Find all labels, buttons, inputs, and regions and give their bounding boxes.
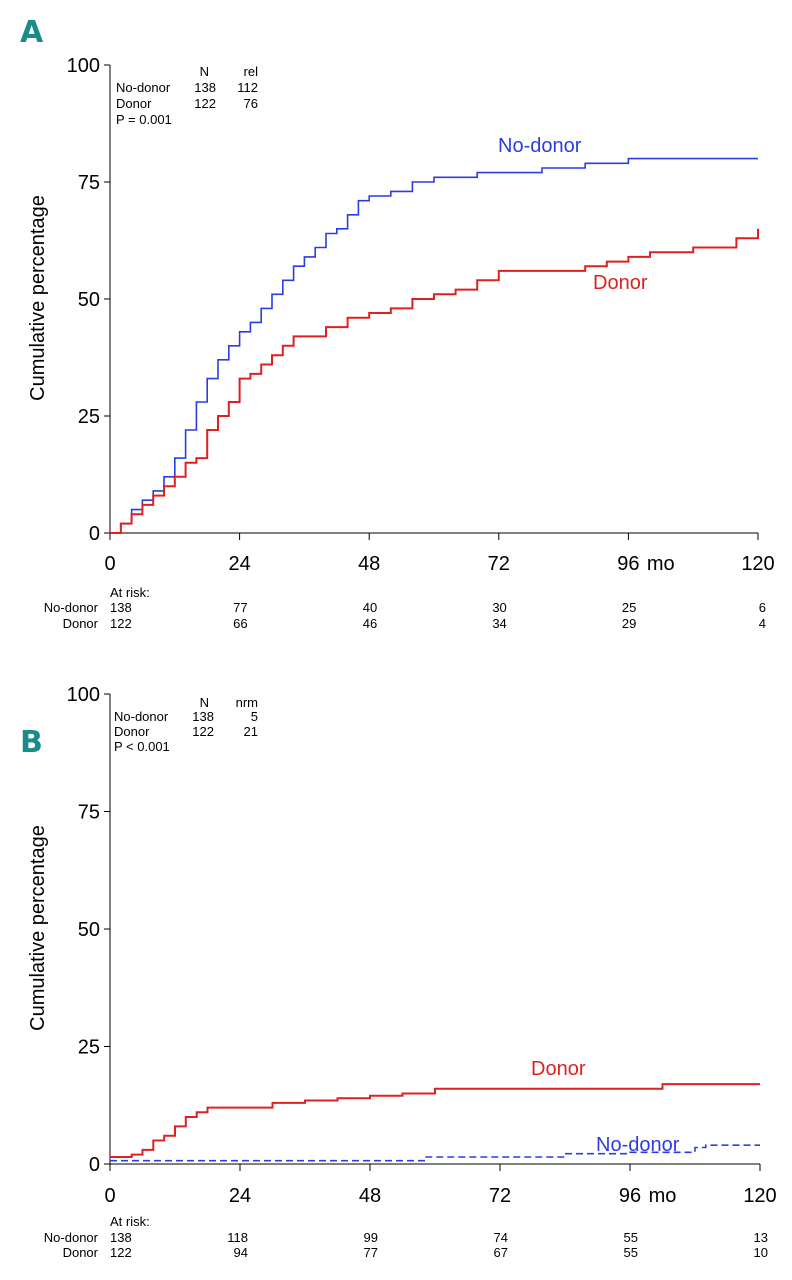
at-risk-value: 13 [754,1230,768,1245]
stats-row-name: Donor [116,96,152,111]
at-risk-row-label: Donor [63,1245,99,1260]
y-axis-label-a: Cumulative percentage [27,195,49,401]
at-risk-title: At risk: [110,1214,150,1229]
at-risk-value: 55 [624,1230,638,1245]
stats-header-value: rel [244,64,259,79]
at-risk-value: 4 [759,616,766,631]
stats-box-b: N nrm No-donor 138 5 Donor 122 21 P < 0.… [114,695,258,754]
stats-row-n: 138 [194,80,216,95]
at-risk-value: 77 [364,1245,378,1260]
at-risk-value: 30 [492,600,506,615]
stats-row-name: No-donor [114,709,169,724]
stats-header-n: N [200,695,209,710]
stats-row-value: 21 [244,724,258,739]
at-risk-value: 6 [759,600,766,615]
at-risk-row-label: No-donor [44,600,99,615]
at-risk-value: 29 [622,616,636,631]
x-tick-label: 96 [617,553,639,575]
stats-row-value: 112 [237,80,258,95]
x-tick-label: 24 [229,1185,251,1207]
x-unit-label: mo [647,553,675,575]
x-tick-label: 24 [228,553,250,575]
y-tick-label: 0 [89,523,100,545]
stats-row-n: 122 [194,96,216,111]
x-unit-label: mo [649,1185,677,1207]
y-tick-label: 100 [67,684,100,706]
y-tick-label: 75 [78,172,100,194]
at-risk-value: 10 [754,1245,768,1260]
x-tick-label: 120 [741,553,774,575]
panel-label-a: A [20,15,44,50]
at-risk-value: 77 [233,600,247,615]
p-value: P < 0.001 [114,739,170,754]
stats-row-value: 76 [244,96,258,111]
at-risk-table-b: At risk: No-donor 138 118 99 74 55 13 Donor 122 94… [44,1214,768,1260]
x-tick-label: 120 [743,1185,776,1207]
at-risk-table-a: At risk: No-donor 138 77 40 30 25 6 Donor 122 66 46… [44,585,766,631]
at-risk-value: 94 [234,1245,248,1260]
y-axis-label-b: Cumulative percentage [27,825,49,1031]
at-risk-value: 40 [363,600,377,615]
x-tick-label: 48 [358,553,380,575]
at-risk-value: 46 [363,616,377,631]
at-risk-value: 138 [110,600,132,615]
x-tick-label: 0 [104,553,115,575]
at-risk-value: 34 [492,616,506,631]
axes-b: 0 25 50 75 100 0 24 48 72 96 120 mo [67,684,777,1207]
at-risk-value: 122 [110,616,132,631]
at-risk-row-label: Donor [63,616,99,631]
axes-a: 0 25 50 75 100 0 24 48 72 96 120 mo [67,55,775,575]
at-risk-value: 138 [110,1230,132,1245]
at-risk-value: 99 [364,1230,378,1245]
y-tick-label: 25 [78,1037,100,1059]
at-risk-value: 25 [622,600,636,615]
y-tick-label: 50 [78,289,100,311]
y-tick-label: 75 [78,802,100,824]
series-label-donor: Donor [593,272,648,294]
stats-header-value: nrm [236,695,258,710]
at-risk-value: 74 [494,1230,508,1245]
stats-row-name: No-donor [116,80,171,95]
y-tick-label: 100 [67,55,100,77]
at-risk-value: 55 [624,1245,638,1260]
panel-label-b: B [20,725,43,760]
at-risk-value: 66 [233,616,247,631]
at-risk-title: At risk: [110,585,150,600]
x-tick-label: 0 [104,1185,115,1207]
at-risk-value: 118 [227,1230,248,1245]
series-line-no-donor [110,1144,760,1162]
y-tick-label: 25 [78,406,100,428]
at-risk-row-label: No-donor [44,1230,99,1245]
panel-a: A Cumulative percentage 0 25 50 75 100 0 24 48 7… [20,15,775,631]
series-line-donor [110,228,759,534]
series-line-donor [110,1083,760,1158]
series-line-no-donor [110,157,758,534]
stats-box-a: N rel No-donor 138 112 Donor 122 76 P = … [116,64,258,127]
panel-b: B Cumulative percentage 0 25 50 75 100 0 24 48 7… [20,684,777,1260]
stats-row-n: 122 [192,724,214,739]
stats-row-name: Donor [114,724,150,739]
at-risk-value: 67 [494,1245,508,1260]
x-tick-label: 96 [619,1185,641,1207]
stats-row-value: 5 [251,709,258,724]
series-label-donor: Donor [531,1058,586,1080]
p-value: P = 0.001 [116,112,172,127]
stats-row-n: 138 [192,709,214,724]
stats-header-n: N [200,64,209,79]
y-tick-label: 0 [89,1154,100,1176]
series-label-no-donor: No-donor [596,1134,680,1156]
series-label-no-donor: No-donor [498,135,582,157]
at-risk-value: 122 [110,1245,132,1260]
y-tick-label: 50 [78,919,100,941]
x-tick-label: 72 [488,553,510,575]
x-tick-label: 48 [359,1185,381,1207]
x-tick-label: 72 [489,1185,511,1207]
